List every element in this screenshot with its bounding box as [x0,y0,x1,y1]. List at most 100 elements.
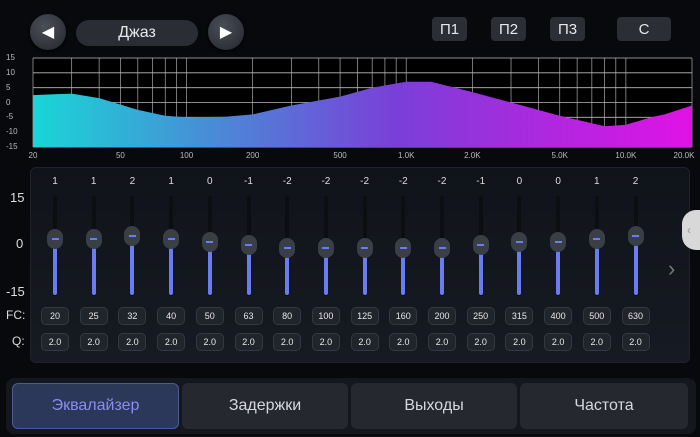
reset-button[interactable]: С [617,17,671,41]
band-gain-value: 1 [90,176,97,187]
band-gain-value: 0 [207,176,213,187]
band-slider-thumb[interactable] [550,232,567,252]
band-gain-value: -2 [398,176,408,187]
band-gain-value: 2 [632,176,639,187]
band-gain-value: -2 [282,176,292,187]
band-q-field[interactable]: 2.0 [582,333,611,351]
band-slider-thumb[interactable] [47,229,63,249]
band-q-field[interactable]: 2.0 [350,333,379,351]
side-drawer-handle[interactable]: ‹ [682,210,700,250]
band-slider-thumb[interactable] [511,232,528,252]
x-tick-label: 20.0K [673,151,695,160]
band-q-field[interactable]: 2.0 [41,333,69,351]
band-slider-thumb[interactable] [395,238,412,258]
tab-outputs[interactable]: Выходы [351,383,517,429]
band-slider-thumb[interactable] [85,229,102,249]
band-slider-thumb[interactable] [434,238,450,258]
tab-delays[interactable]: Задержки [182,383,348,429]
eq-response-graph [32,57,693,148]
band-fc-field[interactable]: 200 [428,307,456,325]
band-slider-fill [53,247,57,295]
band-fc-field[interactable]: 50 [195,307,224,325]
band-gain-value: 1 [594,176,600,187]
band-fc-field[interactable]: 630 [621,307,650,325]
band-slider-fill [556,250,561,295]
band-fc-field[interactable]: 32 [118,307,147,325]
band-slider-thumb[interactable] [472,235,489,255]
band-q-field[interactable]: 2.0 [79,333,108,351]
preset-2-button[interactable]: П2 [491,17,526,41]
band-gain-value: 0 [516,176,523,187]
band-gain-value: 1 [168,176,174,187]
preset-3-button[interactable]: П3 [550,17,585,41]
band-gain-value: 0 [555,176,561,187]
band-slider-fill [478,253,483,295]
band-slider-fill [323,256,328,295]
band-q-field[interactable]: 2.0 [428,333,456,351]
band-q-field[interactable]: 2.0 [273,333,302,351]
band-slider-thumb[interactable] [240,235,257,255]
band-fc-field[interactable]: 80 [273,307,302,325]
band-q-field[interactable]: 2.0 [621,333,650,351]
band-slider-fill [207,250,212,295]
x-tick-label: 2.0K [464,151,481,160]
prev-preset-button[interactable]: ◀ [30,14,66,50]
band-slider-fill [169,247,174,295]
band-slider-thumb[interactable] [627,226,644,246]
next-preset-button[interactable]: ▶ [208,14,244,50]
band-fc-field[interactable]: 160 [389,307,418,325]
band-gain-value: -2 [360,176,370,187]
preset-1-button[interactable]: П1 [432,17,467,41]
band-slider-thumb[interactable] [201,232,218,252]
tab-equalizer[interactable]: Эквалайзер [12,383,179,429]
scale-max-label: 15 [10,190,25,205]
fc-label: FC: [6,308,26,322]
band-fc-field[interactable]: 250 [466,307,495,325]
y-tick-label: 10 [6,67,15,77]
band-slider-thumb[interactable] [588,229,605,249]
x-tick-label: 1.0K [397,151,415,160]
band-slider-fill [401,256,406,295]
y-tick-label: 0 [6,97,11,107]
band-q-field[interactable]: 2.0 [234,333,263,351]
x-tick-label: 10.0K [615,151,637,160]
band-fc-field[interactable]: 20 [41,307,69,325]
band-fc-field[interactable]: 63 [234,307,263,325]
band-gain-value: -2 [321,176,331,187]
band-slider-fill [246,253,251,295]
chevron-right-icon[interactable]: › [668,256,676,281]
q-label: Q: [12,334,25,348]
y-tick-label: 15 [6,53,15,62]
band-q-field[interactable]: 2.0 [544,333,573,351]
band-q-field[interactable]: 2.0 [466,333,495,351]
band-fc-field[interactable]: 315 [505,307,534,325]
tab-frequency[interactable]: Частота [520,383,688,429]
band-q-field[interactable]: 2.0 [505,333,534,351]
band-fc-field[interactable]: 400 [544,307,573,325]
triangle-right-icon: ▶ [219,24,233,41]
band-fc-field[interactable]: 100 [311,307,340,325]
band-slider-thumb[interactable] [124,226,141,246]
band-slider-thumb[interactable] [279,238,296,258]
band-slider-thumb[interactable] [163,229,180,249]
x-tick-label: 20 [28,151,38,160]
band-fc-field[interactable]: 500 [582,307,611,325]
band-q-field[interactable]: 2.0 [195,333,224,351]
band-slider-thumb[interactable] [317,238,334,258]
band-q-field[interactable]: 2.0 [118,333,147,351]
y-tick-label: -5 [6,112,14,122]
chevron-left-icon: ‹ [687,223,691,237]
band-fc-field[interactable]: 125 [350,307,379,325]
band-fc-field[interactable]: 25 [79,307,108,325]
band-slider-fill [130,244,135,295]
band-q-field[interactable]: 2.0 [311,333,340,351]
band-fc-field[interactable]: 40 [157,307,186,325]
band-slider-fill [285,256,290,295]
band-q-field[interactable]: 2.0 [157,333,186,351]
band-slider-fill [362,256,367,295]
preset-name[interactable]: Джаз [76,20,198,46]
band-gain-value: -1 [244,176,253,187]
band-slider-thumb[interactable] [356,238,373,258]
band-q-field[interactable]: 2.0 [389,333,418,351]
band-slider-fill [517,250,522,295]
